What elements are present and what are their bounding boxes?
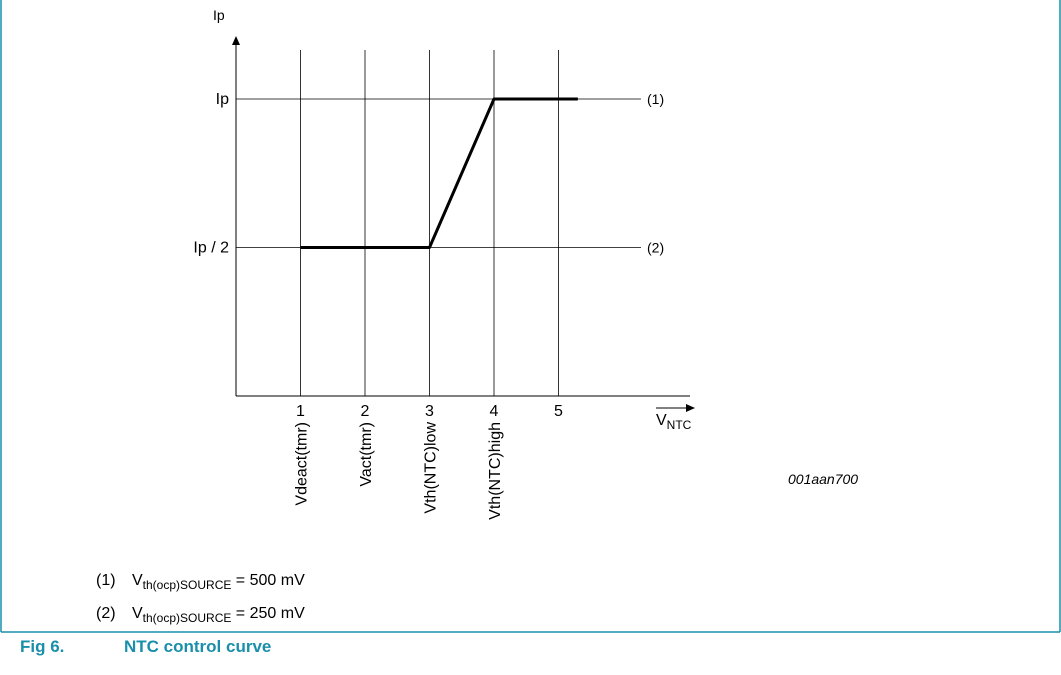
legend-1-value: = 500 mV [231,572,305,589]
x-tick-label: 1 [296,403,305,420]
y-axis-arrow [232,36,240,45]
x-tick-label: 2 [361,403,370,420]
threshold-label: Vth(NTC)high [487,422,504,520]
figure-title: NTC control curve [124,637,272,656]
figure-caption: Fig 6. NTC control curve [20,637,271,657]
threshold-label: Vth(NTC)low [423,422,440,514]
legend-1-symbol: V [132,572,143,589]
legend-2-subscript: th(ocp)SOURCE [142,611,232,625]
x-tick-label: 4 [490,403,499,420]
figure-code: 001aan700 [788,471,858,487]
ntc-curve-line [300,97,578,249]
legend-1-subscript: th(ocp)SOURCE [142,578,232,592]
ntc-chart: Ip VNTC 1 2 3 4 5 Ip Ip / 2 Vdeact(tmr) Vact(t… [193,7,858,520]
y-tick-label: Ip [216,91,229,108]
threshold-label: Vact(tmr) [358,422,375,487]
x-tick-labels: 1 2 3 4 5 [296,403,563,420]
frame-border [0,0,1061,632]
legend-item-1: (1) Vth(ocp)SOURCE = 500 mV [96,572,305,592]
legend-item-2: (2) Vth(ocp)SOURCE = 250 mV [96,605,305,625]
threshold-label: Vdeact(tmr) [294,422,311,506]
threshold-labels: Vdeact(tmr) Vact(tmr) Vth(NTC)low Vth(NTC)h… [294,422,505,520]
x-axis-title-main: V [656,412,667,429]
x-tick-label: 5 [554,403,563,420]
x-arrow-head [686,404,695,412]
x-axis-arrow [656,404,695,412]
legend-2-value: = 250 mV [231,605,305,622]
level-label: (1) [647,91,664,107]
level-label: (2) [647,240,664,256]
y-arrow-head [232,36,240,45]
x-axis-title: VNTC [656,412,692,432]
legend-1-number: (1) [96,572,116,589]
y-axis-title: Ip [213,7,225,23]
legend-2-number: (2) [96,605,116,622]
y-tick-labels: Ip Ip / 2 [193,91,229,257]
x-tick-label: 3 [425,403,434,420]
figure-number: Fig 6. [20,637,65,656]
y-tick-label: Ip / 2 [193,240,229,257]
vertical-gridlines [300,50,559,396]
level-labels: (1) (2) [647,91,664,256]
legend-2-symbol: V [132,605,143,622]
x-axis-title-sub: NTC [667,418,692,432]
